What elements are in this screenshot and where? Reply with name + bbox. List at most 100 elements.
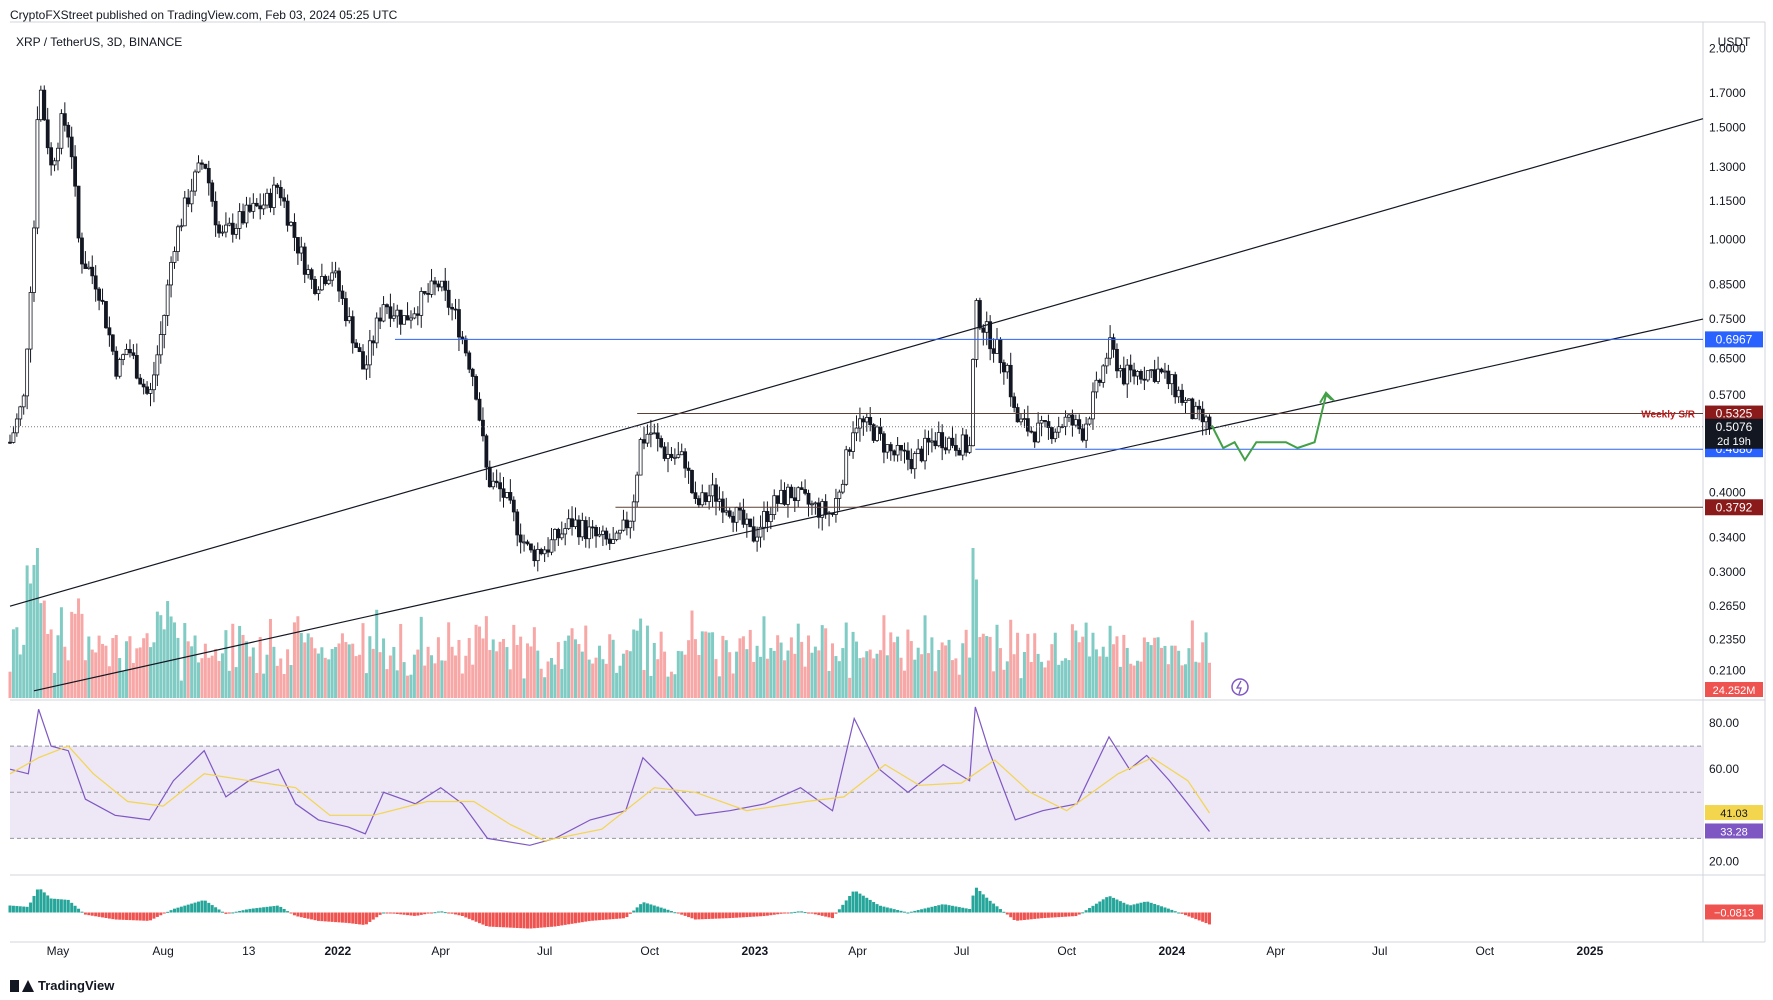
macd-bar-58 bbox=[207, 902, 211, 913]
candle-body-2 bbox=[14, 418, 19, 434]
macd-bar-217 bbox=[752, 912, 756, 917]
macd-bar-49 bbox=[176, 907, 180, 913]
candle-body-11 bbox=[45, 119, 50, 149]
candle-body-235 bbox=[813, 502, 818, 505]
macd-bar-212 bbox=[735, 912, 739, 918]
macd-bar-314 bbox=[1084, 910, 1088, 913]
macd-bar-301 bbox=[1040, 912, 1044, 919]
volume-bar-293 bbox=[1012, 654, 1016, 698]
macd-bar-94 bbox=[330, 912, 334, 922]
candle-body-1 bbox=[11, 432, 16, 443]
macd-bar-14 bbox=[56, 899, 60, 913]
candle-body-329 bbox=[1135, 370, 1140, 377]
macd-bar-80 bbox=[282, 909, 286, 913]
candle-body-242 bbox=[837, 491, 842, 499]
macd-bar-207 bbox=[717, 912, 721, 919]
volume-bar-262 bbox=[906, 629, 910, 698]
volume-bar-180 bbox=[625, 650, 629, 698]
macd-bar-114 bbox=[399, 912, 403, 915]
macd-bar-316 bbox=[1091, 905, 1095, 913]
candle-body-260 bbox=[899, 445, 903, 451]
volume-bar-28 bbox=[104, 645, 108, 698]
volume-bar-93 bbox=[327, 659, 331, 698]
volume-bar-170 bbox=[591, 663, 595, 698]
volume-bar-238 bbox=[824, 628, 828, 698]
candle-body-23 bbox=[86, 266, 91, 269]
volume-bar-136 bbox=[474, 624, 478, 698]
candle-body-301 bbox=[1039, 420, 1044, 424]
macd-bar-192 bbox=[666, 909, 670, 913]
macd-bar-283 bbox=[978, 891, 982, 913]
candle-body-91 bbox=[319, 276, 324, 291]
candle-body-308 bbox=[1063, 416, 1068, 427]
volume-bar-91 bbox=[320, 647, 324, 698]
volume-bar-58 bbox=[207, 657, 211, 698]
volume-bar-0 bbox=[8, 671, 12, 698]
macd-bar-197 bbox=[683, 912, 687, 916]
price-tick-13: 0.2650 bbox=[1709, 599, 1746, 613]
price-tick-8: 0.6500 bbox=[1709, 352, 1746, 366]
volume-bar-11 bbox=[46, 633, 50, 698]
candle-body-115 bbox=[402, 315, 407, 325]
volume-bar-159 bbox=[553, 664, 557, 698]
volume-bar-19 bbox=[73, 613, 77, 698]
candle-body-290 bbox=[1001, 362, 1006, 373]
macd-bar-138 bbox=[481, 912, 485, 925]
projection-arrowhead bbox=[1319, 391, 1335, 404]
volume-bar-176 bbox=[611, 639, 615, 698]
candle-body-300 bbox=[1036, 422, 1041, 443]
volume-bar-268 bbox=[926, 653, 930, 698]
volume-bar-14 bbox=[56, 635, 60, 698]
macd-bar-162 bbox=[563, 912, 567, 925]
volume-bar-227 bbox=[786, 650, 790, 698]
volume-bar-72 bbox=[255, 672, 259, 698]
volume-bar-30 bbox=[111, 638, 115, 698]
macd-bar-302 bbox=[1043, 912, 1047, 918]
candle-body-304 bbox=[1049, 427, 1054, 440]
volume-bar-140 bbox=[488, 650, 492, 698]
volume-bar-21 bbox=[80, 613, 84, 698]
volume-bar-237 bbox=[820, 625, 824, 698]
candle-body-50 bbox=[179, 225, 184, 228]
candle-body-171 bbox=[594, 526, 598, 537]
volume-bar-119 bbox=[416, 649, 420, 698]
tradingview-brand[interactable]: TradingView bbox=[10, 978, 114, 993]
volume-bar-62 bbox=[220, 653, 224, 698]
candle-body-322 bbox=[1111, 337, 1116, 350]
volume-bar-154 bbox=[536, 650, 540, 698]
volume-bar-26 bbox=[97, 635, 101, 698]
candle-body-276 bbox=[953, 445, 958, 451]
candle-body-84 bbox=[295, 237, 300, 254]
volume-bar-178 bbox=[618, 665, 622, 698]
macd-bar-337 bbox=[1163, 907, 1167, 913]
macd-bar-296 bbox=[1022, 912, 1026, 920]
candle-body-340 bbox=[1173, 374, 1178, 398]
macd-bar-10 bbox=[42, 892, 46, 913]
macd-bar-179 bbox=[621, 912, 625, 919]
macd-bar-253 bbox=[875, 904, 879, 913]
volume-bar-17 bbox=[66, 660, 70, 698]
volume-bar-234 bbox=[810, 652, 814, 698]
volume-bar-10 bbox=[42, 600, 46, 698]
volume-bar-111 bbox=[388, 655, 392, 698]
macd-bar-273 bbox=[944, 904, 948, 913]
volume-bar-5 bbox=[25, 565, 29, 698]
macd-bar-89 bbox=[313, 912, 317, 921]
candle-body-98 bbox=[343, 298, 348, 322]
candle-body-169 bbox=[587, 526, 592, 540]
time-tick-5: Jul bbox=[537, 944, 552, 958]
volume-bar-285 bbox=[985, 636, 989, 698]
candle-body-318 bbox=[1097, 379, 1102, 383]
macd-bar-256 bbox=[885, 907, 889, 913]
candle-body-155 bbox=[539, 549, 544, 555]
volume-bar-253 bbox=[875, 653, 879, 698]
volume-bar-7 bbox=[32, 564, 36, 698]
candle-body-70 bbox=[247, 204, 252, 212]
macd-bar-29 bbox=[107, 912, 111, 919]
candle-body-96 bbox=[337, 270, 341, 292]
macd-bar-278 bbox=[961, 907, 965, 913]
candle-body-296 bbox=[1022, 418, 1027, 420]
candle-body-337 bbox=[1163, 370, 1167, 373]
macd-bar-48 bbox=[173, 908, 177, 913]
